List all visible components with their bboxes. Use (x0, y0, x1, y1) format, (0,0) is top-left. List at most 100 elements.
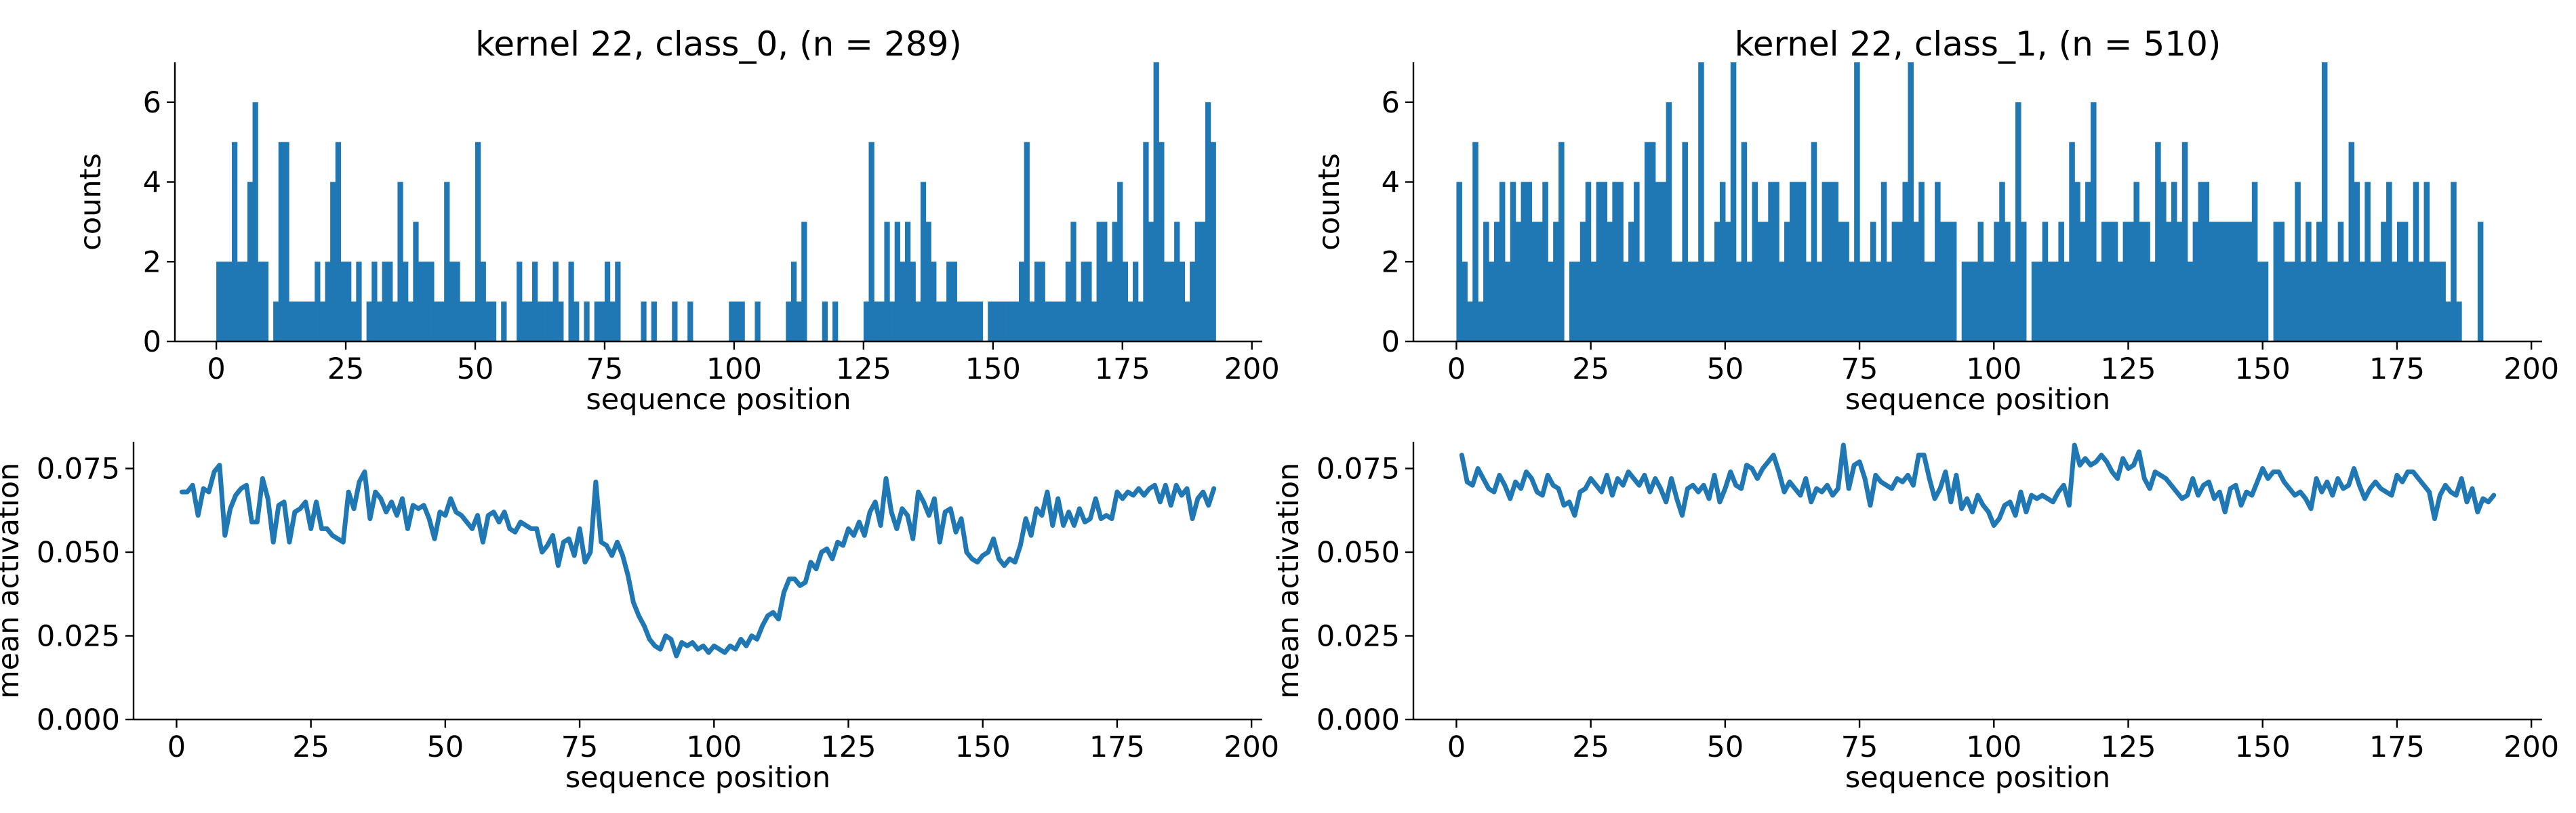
y-tick-label: 0.050 (1316, 536, 1400, 570)
bar (1832, 182, 1838, 341)
x-tick-label: 50 (457, 352, 494, 386)
bar (1880, 182, 1887, 341)
bar (790, 262, 797, 341)
x-tick-label: 125 (820, 730, 876, 764)
bar (1790, 182, 1796, 341)
bar (2413, 182, 2419, 341)
bar (1190, 262, 1196, 341)
bar (1601, 182, 1608, 341)
bar (1065, 262, 1071, 341)
bar (350, 301, 357, 341)
bar (1967, 262, 1973, 341)
bar (739, 301, 745, 341)
bar (2095, 262, 2102, 341)
bar (2456, 301, 2462, 341)
bar (796, 301, 802, 341)
bar (289, 301, 295, 341)
y-tick-label: 0.075 (1316, 453, 1400, 486)
bar (1456, 182, 1462, 341)
bar (1515, 222, 1522, 341)
bar (2036, 262, 2043, 341)
x-tick-label: 150 (2235, 730, 2291, 764)
bar (2230, 222, 2236, 341)
bar (2381, 222, 2387, 341)
x-tick-label: 200 (1224, 730, 1279, 764)
bar (2386, 182, 2392, 341)
bar (1639, 262, 1645, 341)
bar (2273, 222, 2280, 341)
bar (1682, 142, 1688, 341)
bar (2133, 182, 2139, 341)
bar (687, 301, 693, 341)
bar (2122, 222, 2129, 341)
bar (237, 262, 243, 341)
bar (278, 142, 284, 341)
bar (2354, 182, 2360, 341)
bar (2332, 262, 2339, 341)
bar (1579, 222, 1586, 341)
bar (1902, 182, 1909, 341)
bar (2359, 262, 2365, 341)
bar (1988, 262, 1994, 341)
bar (822, 301, 828, 341)
bar (242, 262, 248, 341)
bar (2203, 182, 2210, 341)
bar (2176, 222, 2183, 341)
bar (2246, 222, 2253, 341)
x-tick-label: 125 (2100, 352, 2156, 386)
bar (2306, 222, 2312, 341)
bar (1596, 182, 1603, 341)
bar (449, 262, 456, 341)
bar (915, 301, 921, 341)
bar (1548, 262, 1554, 341)
bar (1719, 182, 1726, 341)
x-tick-label: 175 (2369, 352, 2425, 386)
bar (1843, 222, 1849, 341)
y-tick-label: 2 (143, 245, 161, 279)
x-tick-label: 25 (1572, 352, 1609, 386)
bar (977, 301, 984, 341)
bar (2020, 222, 2027, 341)
bar (1784, 222, 1790, 341)
bar (2160, 182, 2167, 341)
bar (900, 262, 906, 341)
bar (423, 262, 429, 341)
bar (413, 222, 419, 341)
bar (651, 301, 657, 341)
bar (2219, 222, 2226, 341)
bar (2085, 182, 2091, 341)
bar (1076, 301, 1082, 341)
bar (2423, 182, 2430, 341)
bar (1553, 222, 1559, 341)
bar (1070, 222, 1076, 341)
bar (729, 301, 735, 341)
bar (609, 301, 616, 341)
bar (925, 222, 931, 341)
bar (2091, 102, 2097, 342)
bar (863, 301, 870, 341)
bar (221, 262, 227, 341)
bar (1499, 182, 1506, 341)
bar (1210, 142, 1216, 341)
bar (2321, 62, 2328, 341)
bar (2150, 262, 2156, 341)
bar (371, 262, 378, 341)
bar (1117, 182, 1123, 341)
x-axis-label: sequence position (1845, 761, 2110, 795)
bar (1607, 222, 1613, 341)
bar (1676, 262, 1683, 341)
bar (1029, 301, 1035, 341)
chart-panel-1: 0 25 50 75 100 125 150 175 200 0 2 4 6 sequence posit… (74, 24, 1280, 417)
bar (2289, 262, 2295, 341)
bar (558, 301, 564, 341)
bar (247, 182, 254, 341)
bar (403, 262, 409, 341)
bar (1504, 262, 1511, 341)
x-tick-label: 0 (1447, 730, 1466, 764)
bar (2407, 262, 2414, 341)
bar (1159, 142, 1165, 341)
bar (2166, 222, 2172, 341)
bar (1730, 62, 1737, 341)
bar (1049, 301, 1056, 341)
